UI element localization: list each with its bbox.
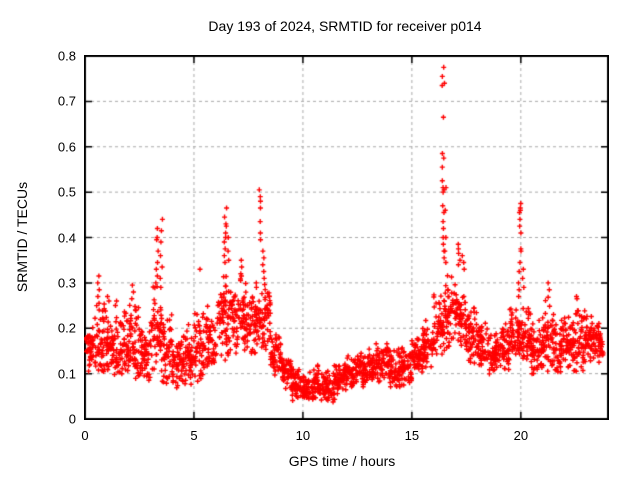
y-tick-label: 0.3 xyxy=(57,275,76,291)
x-tick-label: 15 xyxy=(404,428,420,443)
x-tick-label: 5 xyxy=(190,428,198,443)
x-tick-label: 10 xyxy=(295,428,311,443)
y-tick-label: 0.6 xyxy=(57,139,76,155)
y-tick-label: 0.7 xyxy=(57,93,76,109)
x-tick-label: 0 xyxy=(81,428,89,443)
x-tick-label: 20 xyxy=(513,428,529,443)
y-tick-label: 0.2 xyxy=(57,320,76,336)
y-tick-label: 0.4 xyxy=(57,230,76,245)
x-axis-title: GPS time / hours xyxy=(288,453,396,469)
y-tick-label: 0 xyxy=(68,411,76,427)
y-tick-label: 0.1 xyxy=(57,366,76,382)
y-tick-label: 0.8 xyxy=(57,48,76,64)
plot-canvas xyxy=(84,55,609,420)
y-tick-label: 0.5 xyxy=(57,184,76,200)
chart-title: Day 193 of 2024, SRMTID for receiver p01… xyxy=(208,18,482,34)
